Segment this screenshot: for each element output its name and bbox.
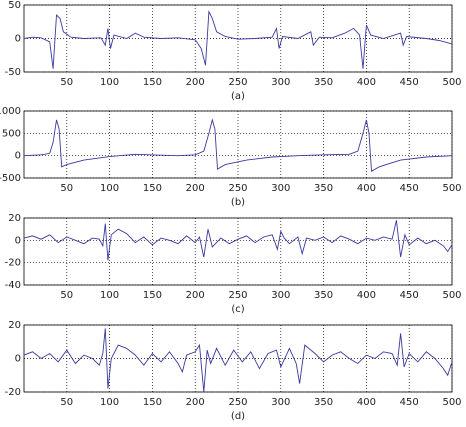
signal-line	[23, 10, 453, 69]
x-tick-label: 100	[100, 183, 119, 194]
x-tick-label: 200	[186, 183, 205, 194]
x-tick-label: 400	[357, 397, 376, 408]
signal-line	[23, 328, 453, 393]
x-tick-label: 300	[271, 290, 290, 301]
x-tick-label: 450	[400, 290, 419, 301]
y-tick-label: 20	[8, 213, 21, 224]
x-tick-label: 200	[186, 77, 205, 88]
x-tick-label: 350	[314, 397, 333, 408]
x-tick-label: 100	[100, 290, 119, 301]
x-tick-label: 400	[357, 77, 376, 88]
x-tick-label: 300	[271, 77, 290, 88]
signal-line	[23, 220, 453, 261]
x-tick-label: 50	[60, 77, 73, 88]
x-tick-label: 250	[228, 290, 247, 301]
y-tick-label: 500	[2, 128, 21, 139]
x-tick-label: 50	[60, 183, 73, 194]
x-tick-label: 150	[143, 397, 162, 408]
x-tick-label: 350	[314, 183, 333, 194]
subplot-caption: (d)	[231, 411, 245, 422]
x-tick-label: 150	[143, 183, 162, 194]
x-tick-label: 200	[186, 290, 205, 301]
y-tick-label: -20	[5, 387, 21, 398]
x-tick-label: 250	[228, 183, 247, 194]
y-tick-label: 0	[15, 354, 21, 365]
x-tick-label: 300	[271, 183, 290, 194]
subplot-caption: (a)	[231, 91, 245, 102]
y-tick-label: 0	[15, 235, 21, 246]
x-tick-label: 400	[357, 290, 376, 301]
subplot-caption: (c)	[231, 304, 244, 315]
x-tick-label: 450	[400, 183, 419, 194]
x-tick-label: 100	[100, 77, 119, 88]
x-tick-label: 500	[442, 77, 461, 88]
x-tick-label: 350	[314, 290, 333, 301]
x-tick-label: 450	[400, 77, 419, 88]
x-tick-label: 100	[100, 397, 119, 408]
plot-frame	[23, 324, 453, 393]
x-tick-label: 300	[271, 397, 290, 408]
y-tick-label: -40	[5, 280, 21, 291]
x-tick-label: 350	[314, 77, 333, 88]
x-tick-label: 150	[143, 290, 162, 301]
y-tick-label: -50	[5, 67, 21, 78]
plot-frame	[23, 217, 453, 286]
x-tick-label: 450	[400, 397, 419, 408]
x-tick-label: 500	[442, 397, 461, 408]
x-tick-label: 50	[60, 290, 73, 301]
signal-line	[23, 118, 453, 173]
y-tick-label: 0	[15, 151, 21, 162]
y-tick-label: 0	[15, 34, 21, 45]
x-tick-label: 500	[442, 290, 461, 301]
x-tick-label: 250	[228, 397, 247, 408]
x-tick-label: 500	[442, 183, 461, 194]
x-tick-label: 250	[228, 77, 247, 88]
y-tick-label: -500	[0, 173, 21, 184]
x-tick-label: 200	[186, 397, 205, 408]
y-tick-label: 20	[8, 320, 21, 331]
x-tick-label: 400	[357, 183, 376, 194]
subplot-caption: (b)	[231, 197, 245, 208]
y-tick-label: 1000	[0, 106, 21, 117]
x-tick-label: 150	[143, 77, 162, 88]
y-tick-label: -20	[5, 258, 21, 269]
x-tick-label: 50	[60, 397, 73, 408]
y-tick-label: 50	[8, 0, 21, 11]
plot-frame	[23, 110, 453, 179]
